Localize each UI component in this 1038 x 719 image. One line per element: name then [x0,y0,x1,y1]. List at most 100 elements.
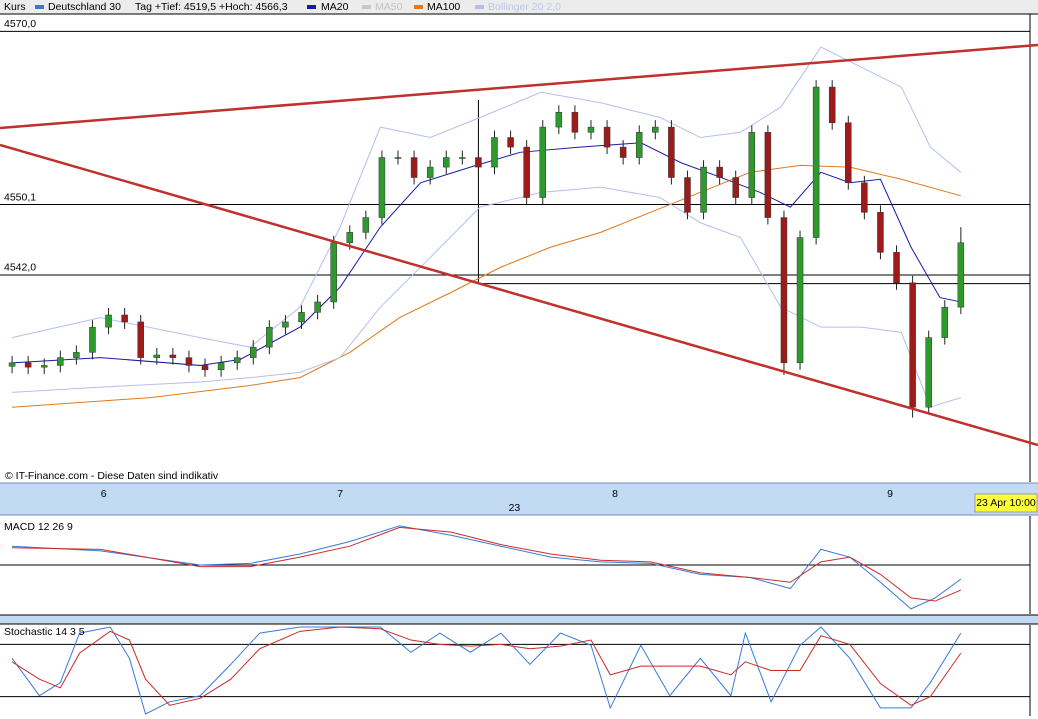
candle-body [700,166,707,213]
candle-body [73,352,80,358]
legend-label: MA100 [427,1,460,13]
legend-swatch [475,5,484,9]
y-tick-label: 4542,0 [4,262,36,274]
candle-body [137,321,144,358]
candle-body [443,157,450,168]
candle-body [169,354,177,358]
legend-label: MA20 [321,1,349,13]
candle-body [748,132,756,198]
candle-body [941,306,949,338]
candle-body [957,242,965,308]
candle-body [539,126,546,198]
candle-body [507,137,514,148]
candle-body [298,312,305,323]
candle-body [925,337,932,408]
line-series [12,186,962,408]
candle-body [233,357,241,364]
candle-body [378,157,386,218]
candle-body [282,321,289,328]
legend-label: Deutschland 30 [48,1,121,13]
candle-body [861,182,868,213]
candle-body [153,354,161,358]
legend-label: MA50 [375,1,403,13]
line-series [11,626,962,715]
candle-body [410,157,418,178]
candle-body [555,112,563,128]
candle-body [266,326,273,348]
candle-body [217,362,225,371]
legend-bar [0,0,1038,14]
candle-body [330,242,337,303]
candle-body [684,177,691,213]
candle-body [491,137,498,168]
x-tick-label: 9 [887,488,893,500]
overlay: 6 7 8 9 23 23 Apr 10:00 Deutschland 30 MA20 MA50… [35,1,1038,514]
x-tick-label: 8 [612,488,618,500]
candle-body [426,166,434,178]
candle-body [780,217,788,364]
candle-body [668,126,675,178]
y-tick-label: 4550,1 [4,191,36,203]
time-label-box [974,493,1038,513]
candle-body [523,146,530,198]
legend-swatch [35,5,44,9]
day-range: Tag +Tief: 4519,5 +Hoch: 4566,3 [135,1,288,13]
trend-line [0,43,1038,130]
line-series [11,46,962,348]
indicator-panel [0,626,1030,715]
candle-body [587,126,595,133]
candle-body [475,157,482,168]
crosshair-label: 23 [509,502,521,514]
footer: © IT-Finance.com - Diese Daten sind indi… [5,470,219,482]
candle-body [459,157,466,159]
y-tick-label: 4570,0 [4,18,36,30]
candle-body [796,237,804,364]
price-panel: 4570,0 4550,1 4542,0 [0,18,1030,418]
candle-body [893,252,900,284]
trend-line [0,143,1038,447]
candle-body [635,132,643,158]
candle-body [105,314,112,328]
candle-body [121,314,128,323]
candle-body [24,362,32,368]
candle-body [40,365,48,368]
candle-body [394,157,402,159]
time-label: 23 Apr 10:00 [976,497,1036,509]
panel-title: Stochastic 14 3 5 [4,626,85,638]
candle-body [8,362,16,367]
candle-body [603,126,611,148]
candle-body [346,232,354,244]
candle-body [57,357,64,366]
line-series [11,626,962,706]
date-band [0,483,1038,515]
candle-body [877,212,884,253]
legend-swatch [414,5,423,9]
panel-title: MACD 12 26 9 [4,521,73,533]
panel-separator [0,615,1038,624]
candle-body [716,166,723,178]
candle-body [732,177,739,198]
candles [8,80,965,418]
candle-body [619,146,627,158]
candle-body [812,86,820,238]
candle-body [201,365,209,371]
candle-body [89,326,96,353]
legend-swatch [362,5,371,9]
candle-body [185,357,193,366]
x-tick-label: 6 [101,488,107,500]
candle-body [362,217,370,233]
line-series [12,526,962,602]
panel-title: Kurs [4,1,26,13]
line-series [12,525,962,610]
indicator-panel [0,525,1030,610]
legend-swatch [307,5,316,9]
candle-body [250,346,257,358]
candle-body [909,282,916,408]
candle-body [314,301,321,313]
candle-body [652,126,659,133]
legend-label: Bollinger 20 2,0 [488,1,561,13]
x-tick-label: 7 [337,488,343,500]
candle-body [571,112,579,133]
candle-body [845,122,852,184]
